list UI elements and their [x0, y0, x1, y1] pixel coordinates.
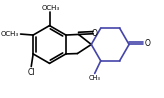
- Text: O: O: [145, 39, 151, 48]
- Text: OCH₃: OCH₃: [1, 31, 19, 37]
- Text: OCH₃: OCH₃: [41, 5, 59, 11]
- Text: CH₃: CH₃: [89, 75, 101, 81]
- Text: O: O: [92, 29, 98, 38]
- Text: Cl: Cl: [28, 68, 35, 77]
